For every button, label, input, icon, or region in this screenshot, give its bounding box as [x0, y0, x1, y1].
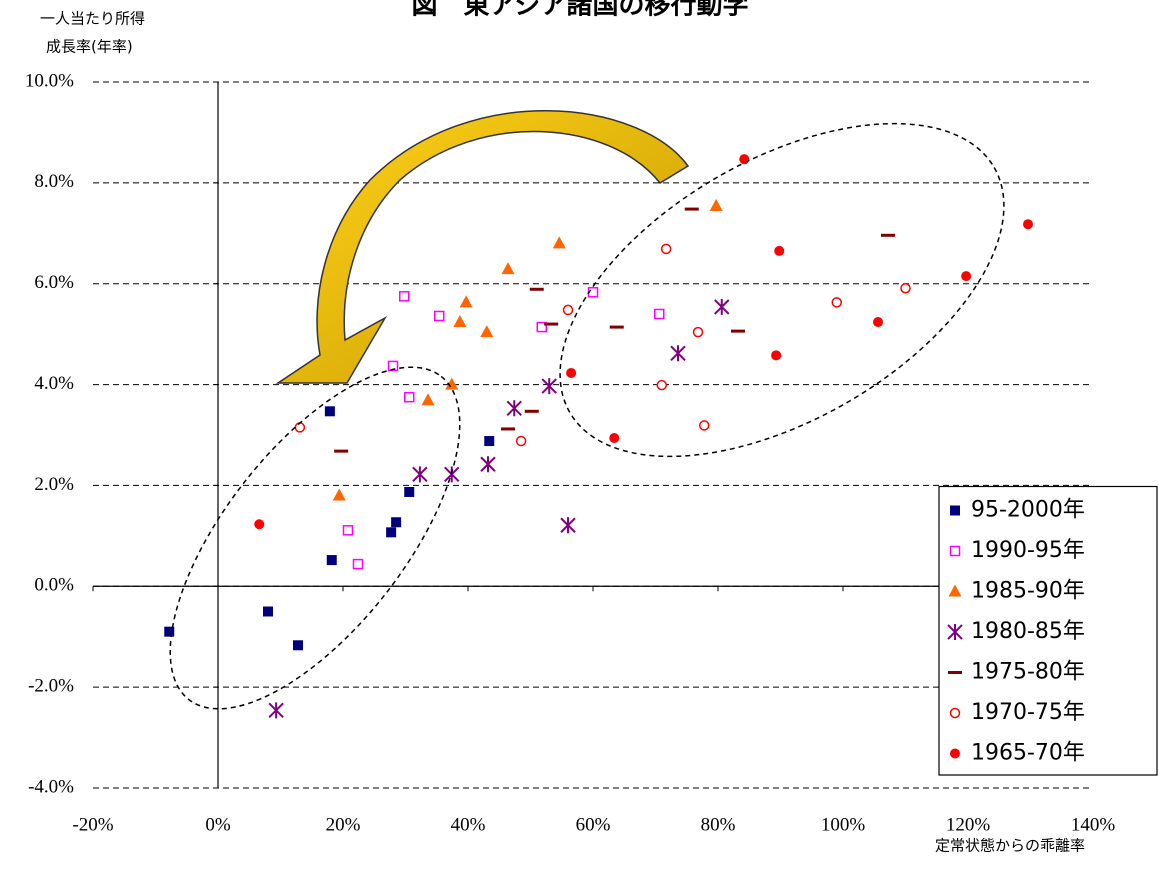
point	[950, 749, 960, 759]
point	[391, 517, 401, 527]
point	[507, 400, 521, 416]
legend-label: 1965-70年	[971, 741, 1085, 766]
legend-label: 1990-95年	[971, 538, 1085, 563]
x-tick-label: 100%	[821, 814, 866, 835]
point	[295, 423, 304, 432]
point	[832, 298, 841, 307]
point	[961, 271, 971, 281]
x-tick-label: 140%	[1071, 814, 1116, 835]
point	[1023, 219, 1033, 229]
y-tick-label: 4.0%	[34, 373, 74, 394]
point	[164, 627, 174, 637]
point	[715, 299, 729, 315]
point	[405, 393, 414, 402]
legend-label: 1975-80年	[971, 660, 1085, 685]
y-tick-label: 2.0%	[34, 474, 74, 495]
point	[327, 555, 337, 565]
point	[422, 393, 435, 405]
point	[325, 406, 335, 416]
x-tick-label: 60%	[576, 814, 611, 835]
y-tick-label: -2.0%	[28, 676, 74, 697]
point	[951, 547, 960, 556]
point	[542, 378, 556, 394]
legend-label: 1970-75年	[971, 700, 1085, 725]
point	[609, 433, 619, 443]
chart-title: 図 東アジア諸国の移行動学	[412, 0, 749, 21]
point	[517, 437, 526, 446]
point	[344, 526, 353, 535]
point	[739, 154, 749, 164]
point	[657, 381, 666, 390]
point	[553, 236, 566, 248]
x-tick-label: 0%	[205, 814, 231, 835]
point	[566, 368, 576, 378]
point	[445, 378, 458, 390]
point	[502, 262, 515, 274]
point	[480, 325, 493, 337]
y-axis-label: 一人当たり所得	[40, 10, 145, 28]
y-tick-label: 6.0%	[34, 272, 74, 293]
point	[453, 315, 466, 327]
point	[901, 284, 910, 293]
y-tick-label: 0.0%	[34, 575, 74, 596]
point	[386, 527, 396, 537]
point	[564, 305, 573, 314]
point	[671, 345, 685, 361]
point	[710, 199, 723, 211]
x-tick-label: -20%	[72, 814, 113, 835]
x-tick-label: 20%	[326, 814, 361, 835]
point	[951, 709, 960, 718]
point	[269, 702, 283, 718]
point	[400, 292, 409, 301]
point	[333, 489, 346, 501]
legend-label: 1985-90年	[971, 579, 1085, 604]
point	[662, 244, 671, 253]
transition-arrow	[278, 111, 688, 383]
point	[950, 506, 960, 516]
point	[293, 640, 303, 650]
point	[561, 517, 575, 533]
point	[435, 311, 444, 320]
x-tick-label: 120%	[946, 814, 991, 835]
point	[460, 295, 473, 307]
y-tick-label: 8.0%	[34, 171, 74, 192]
point	[254, 519, 264, 529]
point	[404, 487, 414, 497]
point	[655, 309, 664, 318]
x-tick-label: 40%	[451, 814, 486, 835]
y-axis-label: 成長率(年率)	[46, 38, 133, 56]
legend-label: 95-2000年	[971, 498, 1085, 523]
point	[354, 560, 363, 569]
point	[481, 456, 495, 472]
point	[263, 607, 273, 617]
x-axis-label: 定常状態からの乖離率	[935, 837, 1085, 855]
legend-label: 1980-85年	[971, 619, 1085, 644]
chart: 図 東アジア諸国の移行動学 一人当たり所得 成長率(年率) 定常状態からの乖離率…	[0, 0, 1159, 886]
y-tick-label: -4.0%	[28, 776, 74, 797]
point	[484, 436, 494, 446]
x-tick-label: 80%	[701, 814, 736, 835]
point	[694, 328, 703, 337]
point	[413, 466, 427, 482]
point	[771, 350, 781, 360]
point	[700, 421, 709, 430]
point	[774, 246, 784, 256]
point	[873, 317, 883, 327]
y-tick-label: 10.0%	[25, 70, 74, 91]
legend: 95-2000年 1990-95年 1985-90年 1980-85年 1975-80年…	[939, 487, 1157, 776]
